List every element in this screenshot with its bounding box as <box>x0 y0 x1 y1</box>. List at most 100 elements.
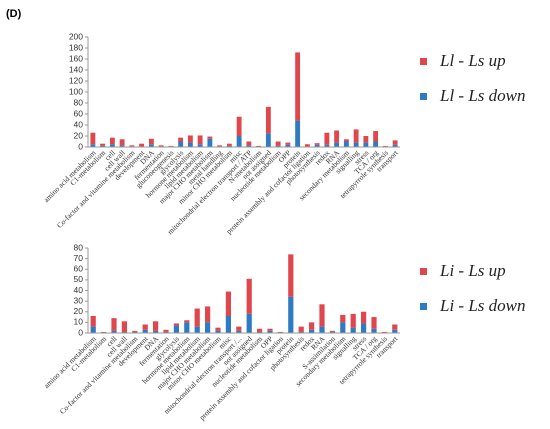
bar-segment <box>148 144 154 147</box>
bar-segment <box>119 139 125 146</box>
bar-segment <box>371 317 377 329</box>
bar-segment <box>215 327 221 331</box>
y-tick-label: 80 <box>74 242 84 252</box>
bar-segment <box>132 330 138 332</box>
y-tick-label: 10 <box>74 317 84 327</box>
bar-segment <box>226 145 232 147</box>
legend-label: Li - Ls down <box>439 296 526 315</box>
bar-segment <box>194 326 200 333</box>
bar-segment <box>168 145 174 147</box>
bar-segment <box>265 133 271 147</box>
bar-segment <box>392 324 398 330</box>
bar-segment <box>153 330 159 333</box>
bar-segment <box>295 120 301 147</box>
bar-segment <box>275 141 281 146</box>
bar-segment <box>329 331 335 333</box>
y-tick-label: 80 <box>74 97 84 107</box>
y-tick-label: 160 <box>69 53 83 63</box>
bar-segment <box>205 322 211 333</box>
bar-segment <box>139 143 145 147</box>
bar-segment <box>109 144 115 147</box>
bar-segment <box>90 132 96 145</box>
bar-segment <box>340 322 346 333</box>
bar-segment <box>363 136 369 143</box>
y-tick-label: 40 <box>74 119 84 129</box>
bar-segment <box>363 142 369 147</box>
bar-segment <box>187 135 193 143</box>
bar-segment <box>371 328 377 333</box>
bar-segment <box>295 52 301 121</box>
bar-segment <box>178 137 184 142</box>
y-tick-label: 120 <box>69 75 83 85</box>
bar-segment <box>215 330 221 333</box>
bar-segment <box>197 144 203 147</box>
legend-swatch <box>420 303 427 310</box>
bar-segment <box>142 324 148 330</box>
bar-segment <box>90 326 96 333</box>
panel-label: (D) <box>6 8 22 20</box>
bar-segment <box>373 141 379 147</box>
bar-segment <box>184 322 190 333</box>
bar-segment <box>142 329 148 333</box>
bar-segment <box>205 306 211 323</box>
bar-segment <box>225 291 231 316</box>
bar-segment <box>163 329 169 332</box>
bar-segment <box>309 329 315 333</box>
y-tick-label: 180 <box>69 42 83 52</box>
bar-segment <box>343 141 349 147</box>
bar-segment <box>392 329 398 333</box>
bar-segment <box>158 145 164 147</box>
y-tick-label: 70 <box>74 253 84 263</box>
bar-segment <box>257 331 263 333</box>
bar-segment <box>381 331 387 333</box>
bar-segment <box>236 326 242 331</box>
bar-segment <box>194 308 200 327</box>
bar-segment <box>217 145 223 147</box>
legend-label: Ll - Ls down <box>439 86 526 105</box>
bar-segment <box>329 330 335 332</box>
bar-segment <box>340 314 346 323</box>
bar-segment <box>382 145 388 147</box>
bar-segment <box>197 135 203 145</box>
bar-segment <box>288 296 294 333</box>
bar-segment <box>109 137 115 145</box>
bar-segment <box>187 142 193 147</box>
y-tick-label: 40 <box>74 285 84 295</box>
y-tick-label: 30 <box>74 295 84 305</box>
bar-segment <box>353 142 359 147</box>
bar-segment <box>285 144 291 147</box>
y-tick-label: 200 <box>69 31 83 41</box>
bar-segment <box>314 143 320 145</box>
bar-segment <box>334 142 340 147</box>
bar-segment <box>353 129 359 143</box>
bar-segment <box>298 326 304 332</box>
bar-segment <box>267 330 273 333</box>
legend-swatch <box>420 93 427 100</box>
y-tick-label: 100 <box>69 86 83 96</box>
bar-segment <box>225 316 231 333</box>
bar-segment <box>288 254 294 297</box>
bar-segment <box>246 313 252 333</box>
bar-segment <box>319 326 325 333</box>
bar-segment <box>267 328 273 331</box>
y-tick-label: 20 <box>74 130 84 140</box>
legend-swatch <box>420 268 427 275</box>
bar-segment <box>90 144 96 147</box>
bar-segment <box>324 132 330 145</box>
bar-segment <box>334 130 340 143</box>
bar-segment <box>265 106 271 134</box>
bar-segment <box>173 323 179 326</box>
bar-segment <box>100 143 106 146</box>
bar-segment <box>246 278 252 314</box>
bar-segment <box>309 322 315 330</box>
bar-segment <box>226 143 232 146</box>
bar-segment <box>304 144 310 147</box>
bar-segment <box>132 331 138 333</box>
bar-segment <box>121 331 127 333</box>
bar-segment <box>392 140 398 145</box>
bar-segment <box>207 138 213 147</box>
bar-segment <box>100 145 106 147</box>
bar-segment <box>277 331 283 333</box>
bar-segment <box>324 144 330 147</box>
